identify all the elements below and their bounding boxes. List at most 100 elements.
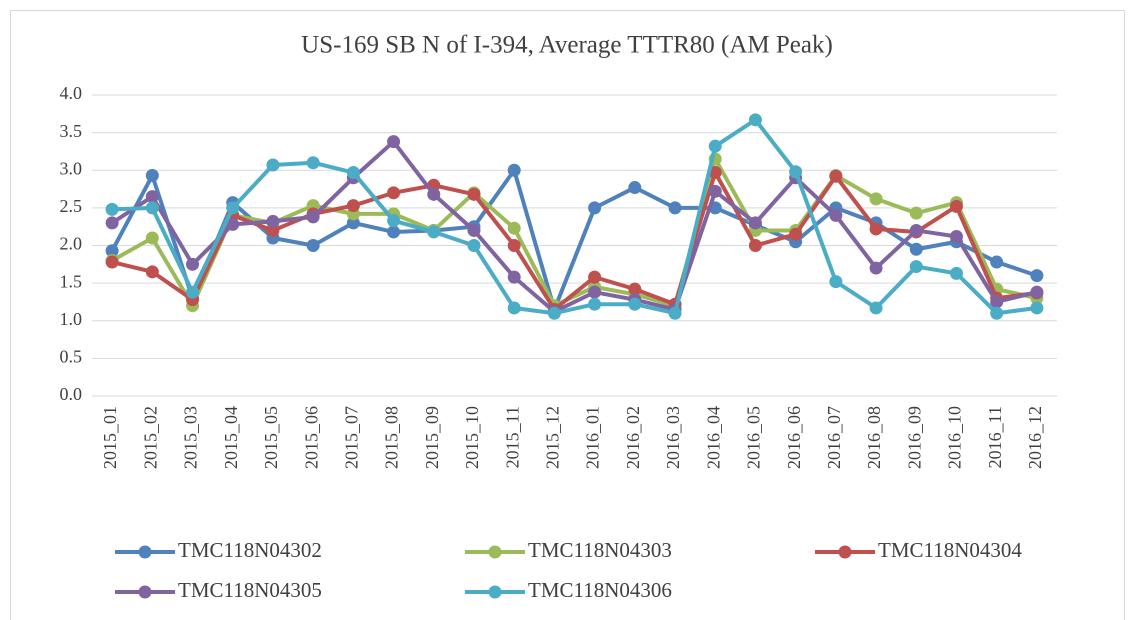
data-point bbox=[507, 301, 521, 315]
data-point bbox=[186, 257, 200, 271]
legend-marker bbox=[138, 585, 152, 599]
data-point bbox=[668, 306, 682, 320]
data-point bbox=[507, 270, 521, 284]
x-tick-label: 2016_10 bbox=[945, 406, 965, 469]
data-point bbox=[507, 221, 521, 235]
data-point bbox=[748, 216, 762, 230]
data-point bbox=[1030, 301, 1044, 315]
legend-marker bbox=[488, 545, 502, 559]
data-point bbox=[909, 223, 923, 237]
data-point bbox=[306, 210, 320, 224]
data-point bbox=[145, 265, 159, 279]
data-point bbox=[266, 223, 280, 237]
data-point bbox=[105, 244, 119, 258]
data-point bbox=[145, 190, 159, 204]
data-point bbox=[186, 285, 200, 299]
data-point bbox=[869, 192, 883, 206]
data-point bbox=[748, 239, 762, 252]
data-point bbox=[748, 113, 762, 127]
x-tick-label: 2015_12 bbox=[543, 406, 563, 469]
data-point bbox=[387, 214, 401, 228]
data-point bbox=[949, 199, 963, 213]
data-point bbox=[829, 208, 843, 222]
legend-label: TMC118N04303 bbox=[528, 538, 672, 562]
y-tick-label: 3.0 bbox=[60, 158, 83, 178]
data-point bbox=[387, 225, 401, 239]
data-point bbox=[467, 239, 481, 252]
x-tick-label: 2015_08 bbox=[382, 406, 402, 469]
x-tick-label: 2015_02 bbox=[140, 406, 160, 469]
data-point bbox=[547, 306, 561, 320]
data-point bbox=[990, 306, 1004, 320]
data-point bbox=[628, 181, 642, 195]
x-tick-label: 2015_07 bbox=[341, 406, 361, 469]
data-point bbox=[226, 201, 240, 215]
data-point bbox=[467, 223, 481, 237]
data-point bbox=[869, 222, 883, 236]
x-tick-label: 2015_03 bbox=[181, 406, 201, 469]
legend-marker bbox=[838, 545, 852, 559]
data-point bbox=[1030, 285, 1044, 299]
chart-border bbox=[10, 10, 1125, 620]
data-point bbox=[387, 186, 401, 200]
chart-title: US-169 SB N of I-394, Average TTTR80 (AM… bbox=[301, 32, 833, 59]
data-point bbox=[387, 135, 401, 149]
x-tick-label: 2015_10 bbox=[462, 406, 482, 469]
x-tick-label: 2016_03 bbox=[663, 406, 683, 469]
data-point bbox=[346, 166, 360, 180]
data-point bbox=[990, 295, 1004, 309]
data-point bbox=[427, 225, 441, 239]
data-point bbox=[105, 216, 119, 230]
data-point bbox=[869, 261, 883, 275]
data-point bbox=[105, 255, 119, 269]
y-tick-label: 3.5 bbox=[60, 121, 83, 141]
data-point bbox=[588, 285, 602, 299]
series-line bbox=[111, 170, 1038, 312]
legend-label: TMC118N04304 bbox=[878, 538, 1022, 562]
data-point bbox=[789, 165, 803, 179]
y-tick-label: 0.5 bbox=[60, 347, 83, 367]
x-tick-label: 2016_09 bbox=[904, 406, 924, 469]
data-point bbox=[708, 184, 722, 198]
legend-marker bbox=[488, 585, 502, 599]
data-point bbox=[145, 231, 159, 245]
legend-marker bbox=[138, 545, 152, 559]
data-point bbox=[949, 266, 963, 280]
data-point bbox=[507, 163, 521, 177]
data-point bbox=[1030, 269, 1044, 283]
x-tick-label: 2015_06 bbox=[301, 406, 321, 469]
y-tick-label: 1.5 bbox=[60, 271, 83, 291]
data-point bbox=[909, 242, 923, 256]
y-tick-label: 4.0 bbox=[60, 83, 83, 103]
data-point bbox=[949, 229, 963, 243]
data-point bbox=[990, 255, 1004, 269]
data-point bbox=[306, 156, 320, 170]
data-point bbox=[708, 139, 722, 153]
data-point bbox=[628, 282, 642, 296]
data-point bbox=[789, 227, 803, 241]
data-point bbox=[507, 239, 521, 252]
data-point bbox=[668, 201, 682, 215]
x-tick-label: 2016_08 bbox=[864, 406, 884, 469]
data-point bbox=[105, 202, 119, 216]
data-point bbox=[467, 187, 481, 201]
legend-label: TMC118N04305 bbox=[178, 578, 322, 602]
legend-label: TMC118N04306 bbox=[528, 578, 672, 602]
x-tick-label: 2016_05 bbox=[744, 406, 764, 469]
data-point bbox=[226, 217, 240, 231]
y-tick-label: 1.0 bbox=[60, 309, 83, 329]
x-tick-label: 2015_01 bbox=[100, 406, 120, 469]
x-tick-label: 2016_06 bbox=[784, 406, 804, 469]
data-point bbox=[588, 297, 602, 311]
series-line bbox=[112, 117, 1038, 316]
y-tick-label: 0.0 bbox=[60, 384, 83, 404]
x-tick-label: 2015_04 bbox=[221, 406, 241, 469]
data-point bbox=[427, 187, 441, 201]
x-tick-label: 2016_07 bbox=[824, 406, 844, 469]
x-tick-label: 2016_12 bbox=[1025, 406, 1045, 469]
data-point bbox=[909, 260, 923, 274]
data-point bbox=[588, 270, 602, 284]
x-tick-label: 2016_01 bbox=[583, 406, 603, 469]
y-tick-label: 2.5 bbox=[60, 196, 83, 216]
y-tick-label: 2.0 bbox=[60, 234, 83, 254]
